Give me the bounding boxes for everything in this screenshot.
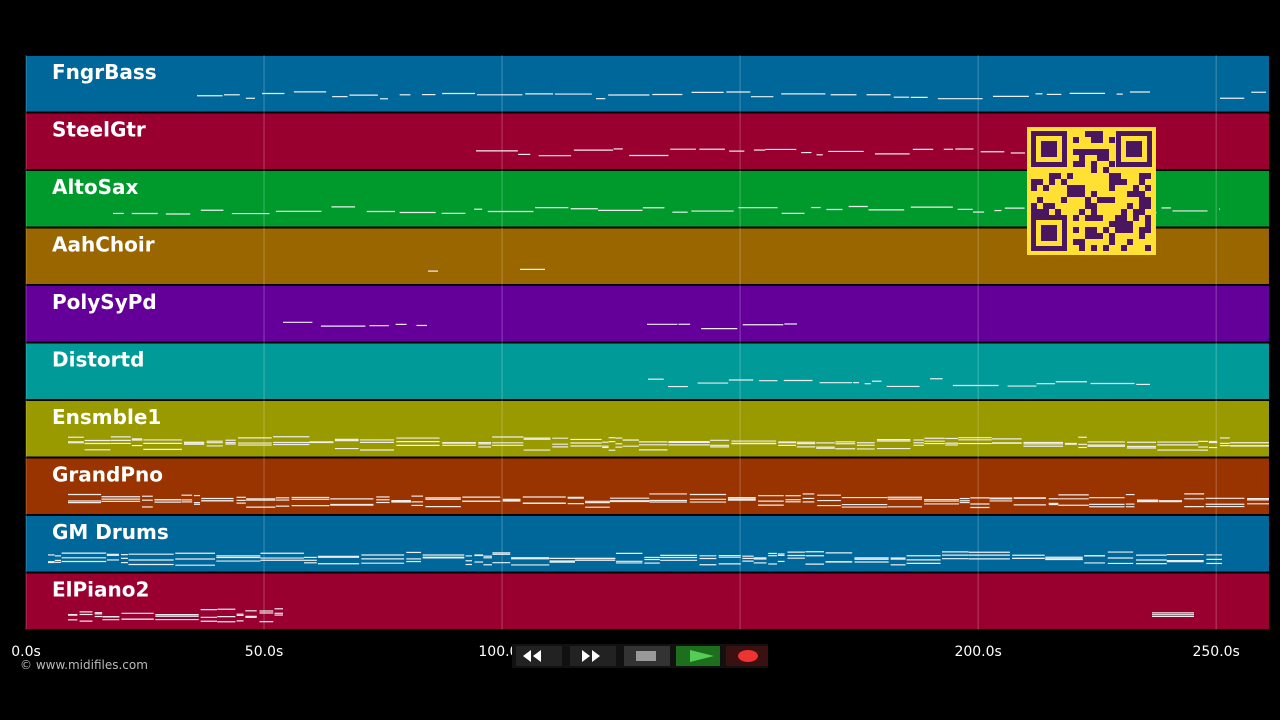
track-lane [26, 401, 1269, 457]
x-tick-label: 0.0s [11, 644, 41, 660]
track-name: GrandPno [52, 463, 163, 487]
track-name: Ensmble1 [52, 405, 161, 429]
track-lane [26, 516, 1269, 572]
track-name: AahChoir [52, 233, 155, 257]
grid [25, 55, 1217, 630]
notes [48, 91, 1269, 623]
x-tick-label: 50.0s [245, 644, 283, 660]
track-lane [26, 343, 1269, 399]
qr-code [1027, 127, 1156, 255]
play-button[interactable] [676, 646, 720, 666]
track-name: SteelGtr [52, 118, 146, 142]
track-name: FngrBass [52, 60, 157, 84]
track-name: Distortd [52, 348, 144, 372]
record-button[interactable] [726, 646, 768, 666]
stop-button[interactable] [624, 646, 670, 666]
track-lane [26, 573, 1269, 629]
track-lane [26, 286, 1269, 342]
track-name: AltoSax [52, 175, 139, 199]
copyright: © www.midifiles.com [20, 658, 148, 672]
transport [512, 644, 768, 668]
x-tick-label: 250.0s [1192, 644, 1239, 660]
track-name: PolySyPd [52, 290, 157, 314]
rewind-button[interactable] [516, 646, 562, 666]
x-tick-label: 200.0s [954, 644, 1001, 660]
forward-button[interactable] [570, 646, 616, 666]
track-name: GM Drums [52, 520, 169, 544]
track-name: ElPiano2 [52, 578, 149, 602]
track-lane [26, 56, 1269, 112]
